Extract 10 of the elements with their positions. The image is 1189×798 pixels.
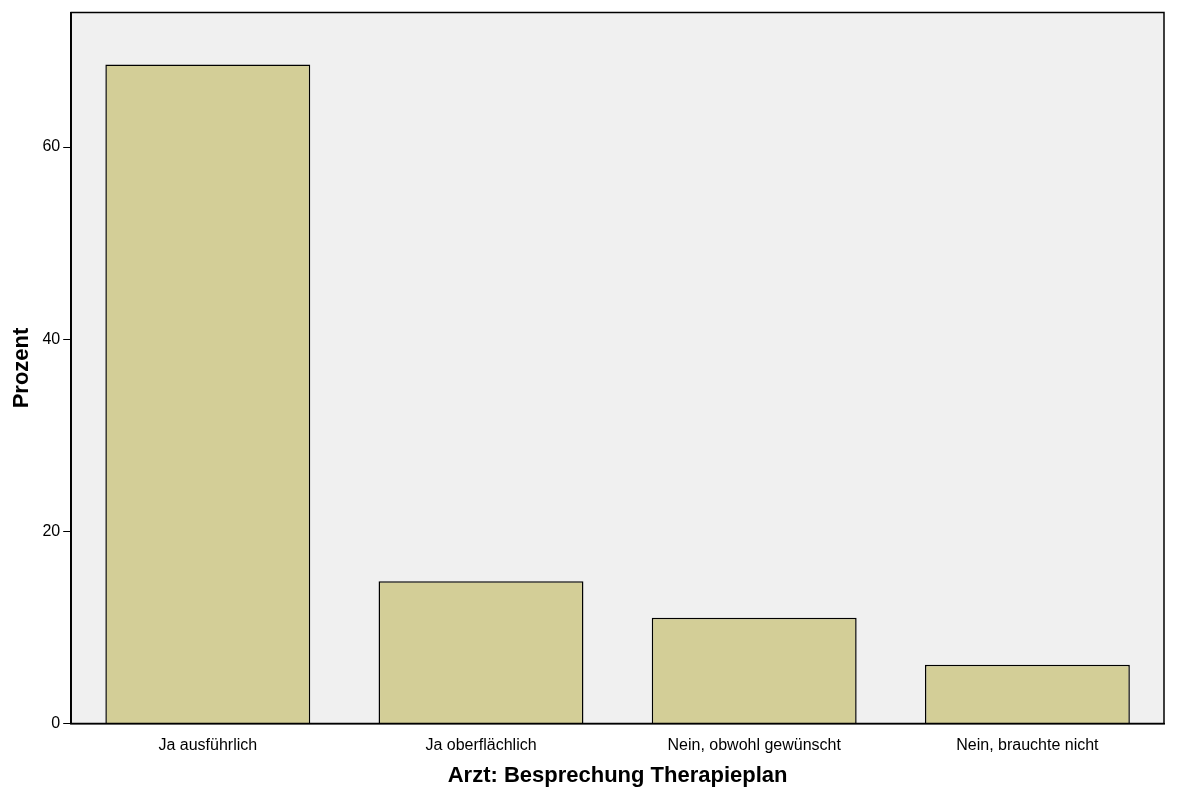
x-tick-label: Nein, obwohl gewünscht [667, 736, 842, 754]
x-tick-label: Nein, brauchte nicht [956, 736, 1100, 754]
y-tick-label: 0 [51, 713, 61, 731]
x-axis-title: Arzt: Besprechung Therapieplan [447, 761, 788, 787]
y-tick-label: 20 [42, 521, 61, 539]
x-tick-label: Ja oberflächlich [425, 736, 537, 754]
y-axis-title: Prozent [8, 327, 34, 409]
x-tick-label: Ja ausführlich [158, 736, 258, 754]
y-tick-label: 60 [42, 137, 61, 155]
y-tick-label: 40 [42, 329, 61, 347]
